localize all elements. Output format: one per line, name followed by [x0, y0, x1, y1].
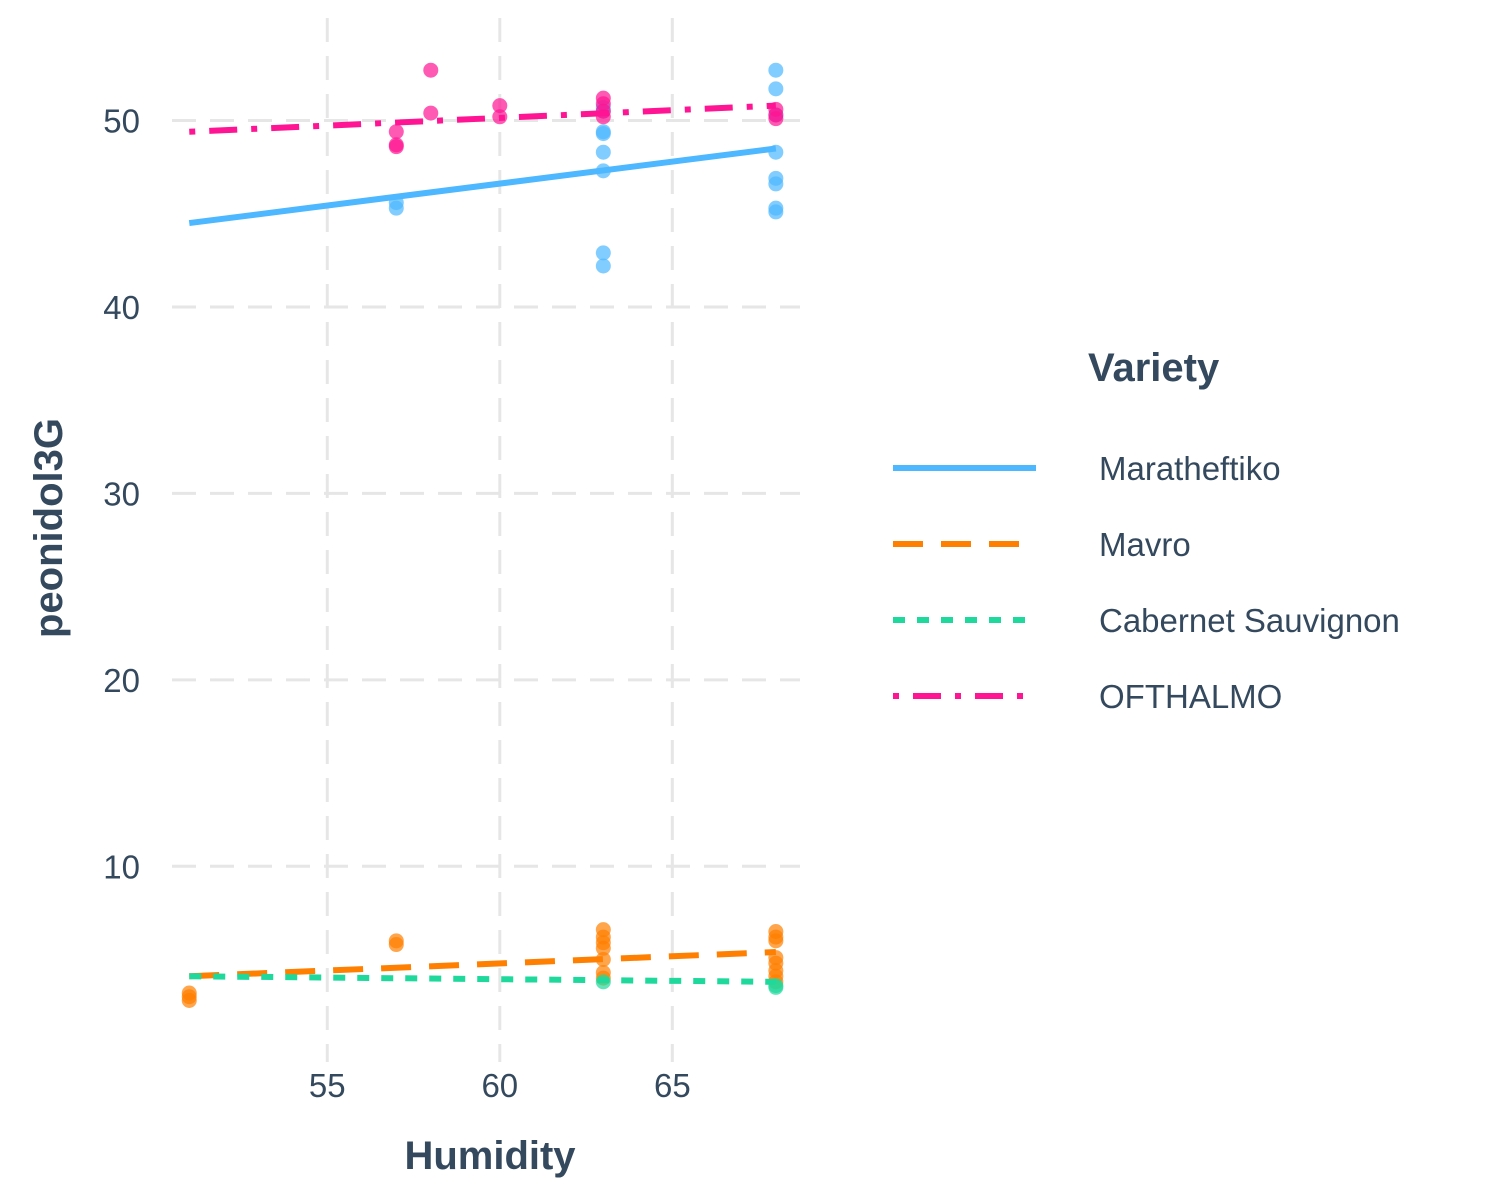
x-tick-label-55: 55: [309, 1067, 346, 1104]
point-mavro-14: [768, 933, 784, 949]
legend-label-mavro: Mavro: [1099, 526, 1191, 563]
point-mavro-2: [181, 992, 197, 1008]
legend: Variety Maratheftiko Mavro Cabernet Sauvig…: [893, 346, 1400, 715]
legend-label-maratheftiko: Maratheftiko: [1099, 450, 1281, 487]
x-tick-label-60: 60: [481, 1067, 518, 1104]
y-axis-title: peonidol3G: [27, 418, 71, 638]
point-ofthalmo-2: [388, 139, 404, 155]
point-maratheftiko-7: [595, 124, 611, 140]
grid-lines: [172, 18, 800, 1062]
point-mavro-8: [595, 940, 611, 956]
point-maratheftiko-11: [768, 81, 784, 97]
point-mavro-9: [595, 951, 611, 967]
point-mavro-4: [388, 937, 404, 953]
legend-title: Variety: [1088, 346, 1220, 390]
y-tick-label-30: 30: [103, 475, 140, 512]
point-ofthalmo-3: [423, 62, 439, 78]
fit-lines: [188, 102, 777, 985]
point-maratheftiko-2: [595, 245, 611, 261]
point-maratheftiko-14: [768, 176, 784, 192]
y-axis-tick-labels: 10 20 30 40 50: [103, 103, 140, 886]
x-axis-tick-labels: 55 60 65: [309, 1067, 691, 1104]
fit-line-cabernet-sauvignon: [189, 973, 776, 985]
fit-line-mavro: [189, 949, 776, 980]
point-maratheftiko-5: [595, 144, 611, 160]
point-maratheftiko-16: [768, 204, 784, 220]
point-ofthalmo-5: [492, 98, 508, 114]
x-axis-title: Humidity: [404, 1134, 576, 1178]
y-tick-label-50: 50: [103, 103, 140, 140]
x-tick-label-65: 65: [654, 1067, 691, 1104]
legend-label-cabernet-sauvignon: Cabernet Sauvignon: [1099, 602, 1400, 639]
point-maratheftiko-1: [388, 200, 404, 216]
data-points: [181, 62, 784, 1008]
legend-label-ofthalmo: OFTHALMO: [1099, 678, 1282, 715]
point-ofthalmo-13: [768, 111, 784, 127]
point-maratheftiko-10: [768, 62, 784, 78]
point-ofthalmo-0: [388, 124, 404, 140]
point-maratheftiko-3: [595, 258, 611, 274]
fit-line-ofthalmo: [189, 102, 776, 135]
y-tick-label-40: 40: [103, 289, 140, 326]
fit-line-maratheftiko: [188, 145, 777, 227]
point-ofthalmo-4: [423, 105, 439, 121]
y-tick-label-10: 10: [103, 848, 140, 885]
y-tick-label-20: 20: [103, 662, 140, 699]
